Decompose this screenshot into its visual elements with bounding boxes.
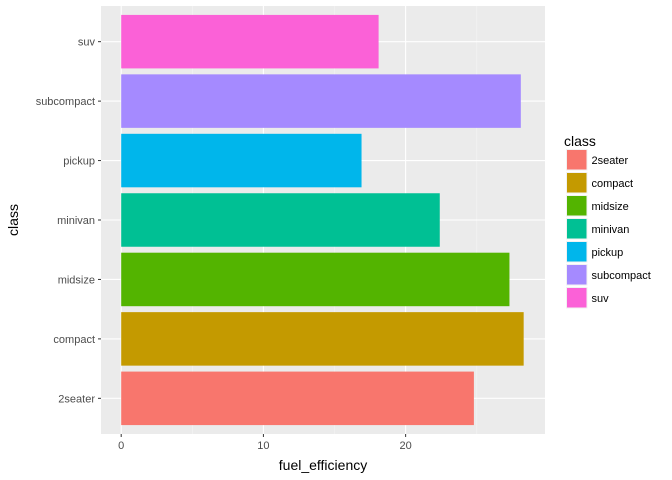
x-tick-label: 20 xyxy=(400,440,412,452)
y-tick-label: minivan xyxy=(57,215,95,227)
x-tick-label: 10 xyxy=(257,440,269,452)
bar-2seater xyxy=(121,371,474,426)
x-tick-label: 0 xyxy=(118,440,124,452)
bar-pickup xyxy=(121,133,362,188)
legend: class 2seater compact midsize minivan pickup… xyxy=(564,133,651,309)
y-tick-label: subcompact xyxy=(36,96,95,108)
bar-midsize xyxy=(121,252,510,307)
bar-subcompact xyxy=(121,74,521,128)
legend-label: subcompact xyxy=(592,270,651,282)
legend-label: suv xyxy=(592,293,610,305)
x-axis: 0 10 20 xyxy=(118,434,412,452)
y-axis-title: class xyxy=(5,204,21,236)
legend-swatch-subcompact xyxy=(567,265,587,285)
y-axis: 2seater compact midsize minivan pickup subcom… xyxy=(36,37,101,405)
legend-label: midsize xyxy=(592,201,629,213)
legend-items: 2seater compact midsize minivan pickup subcom… xyxy=(566,149,651,309)
y-tick-label: compact xyxy=(53,334,95,346)
legend-swatch-pickup xyxy=(567,242,587,262)
x-axis-title: fuel_efficiency xyxy=(279,457,367,473)
legend-swatch-minivan xyxy=(567,219,587,239)
bars xyxy=(121,14,524,426)
bar-compact xyxy=(121,312,524,366)
y-tick-label: suv xyxy=(78,37,96,49)
legend-title: class xyxy=(564,133,596,149)
bar-minivan xyxy=(121,193,440,247)
legend-label: 2seater xyxy=(592,155,629,167)
legend-label: minivan xyxy=(592,224,630,236)
legend-swatch-midsize xyxy=(567,196,587,216)
bar-suv xyxy=(121,14,379,69)
y-tick-label: pickup xyxy=(63,156,95,168)
legend-swatch-2seater xyxy=(567,150,587,170)
legend-swatch-compact xyxy=(567,173,587,193)
y-tick-label: 2seater xyxy=(58,393,95,405)
legend-label: compact xyxy=(592,178,634,190)
legend-swatch-suv xyxy=(567,288,587,308)
y-tick-label: midsize xyxy=(58,274,95,286)
legend-label: pickup xyxy=(592,247,624,259)
